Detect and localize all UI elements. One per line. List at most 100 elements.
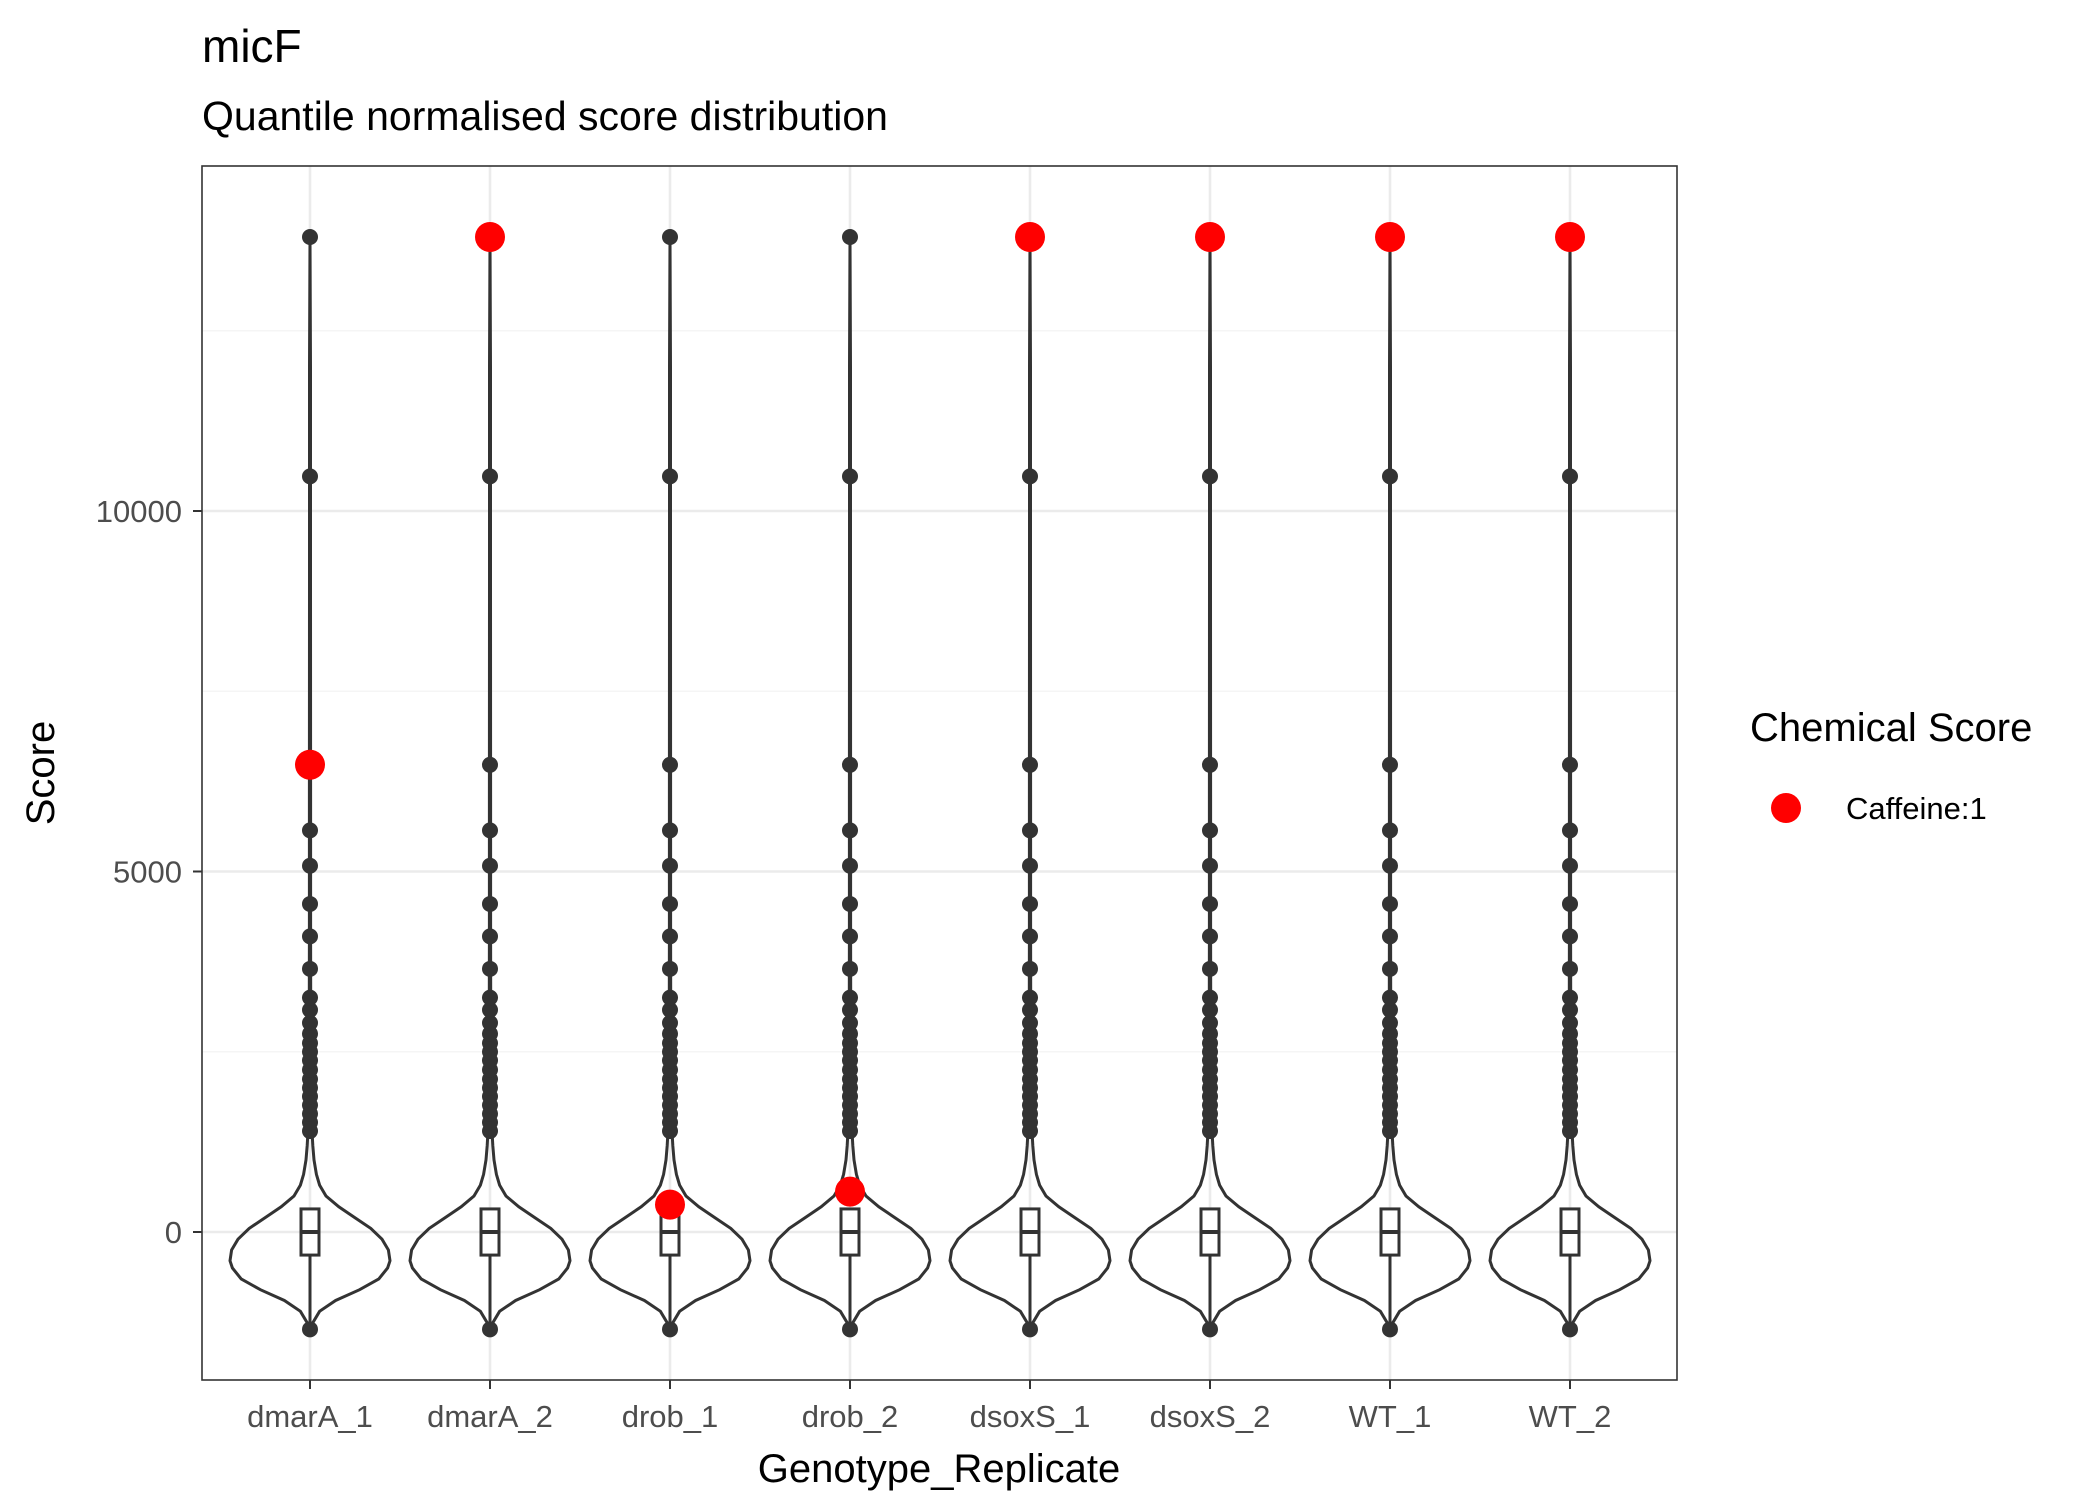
- highlight-point-dsoxS_1: [1015, 222, 1045, 253]
- x-tick-label: drob_2: [802, 1399, 899, 1434]
- outlier-point: [662, 1014, 678, 1031]
- outlier-point: [842, 1001, 858, 1018]
- outlier-point: [302, 1001, 318, 1018]
- outlier-point: [302, 989, 318, 1006]
- outlier-point: [1382, 468, 1398, 485]
- x-tick-label: drob_1: [622, 1399, 719, 1434]
- outlier-point: [1022, 857, 1038, 874]
- outlier-point: [1562, 468, 1578, 485]
- outlier-point: [1202, 1321, 1218, 1338]
- panel-border: [201, 165, 1678, 1381]
- outlier-point: [302, 857, 318, 874]
- outlier-point: [1202, 468, 1218, 485]
- highlight-point-dmarA_2: [475, 222, 505, 253]
- outlier-point: [1562, 895, 1578, 912]
- chart-subtitle: Quantile normalised score distribution: [202, 93, 888, 139]
- legend-key-caffeine: [1771, 793, 1801, 823]
- outlier-point: [482, 960, 498, 977]
- outlier-point: [1202, 857, 1218, 874]
- outlier-point: [1202, 895, 1218, 912]
- outlier-point: [1562, 1014, 1578, 1031]
- outlier-point: [1382, 895, 1398, 912]
- outlier-point: [482, 895, 498, 912]
- x-axis-title: Genotype_Replicate: [758, 1447, 1120, 1491]
- outlier-point: [1202, 1014, 1218, 1031]
- outlier-point: [1022, 1014, 1038, 1031]
- chart-title: micF: [202, 20, 302, 72]
- outlier-point: [1562, 928, 1578, 945]
- highlight-point-drob_1: [655, 1189, 685, 1220]
- outlier-point: [482, 928, 498, 945]
- outlier-point: [842, 928, 858, 945]
- violin-group-drob_1: [588, 229, 752, 1338]
- panel-background: [202, 166, 1677, 1380]
- outlier-point: [1202, 1001, 1218, 1018]
- highlight-points: [295, 222, 1585, 1220]
- outlier-point: [662, 960, 678, 977]
- outlier-point: [842, 1014, 858, 1031]
- y-tick-label: 5000: [113, 855, 182, 890]
- outlier-point: [1382, 1321, 1398, 1338]
- outlier-point: [662, 1321, 678, 1338]
- outlier-point: [482, 1014, 498, 1031]
- outlier-point: [482, 989, 498, 1006]
- outlier-point: [1382, 1014, 1398, 1031]
- outlier-point: [482, 1321, 498, 1338]
- outlier-point: [1382, 756, 1398, 773]
- outlier-point: [1202, 960, 1218, 977]
- outlier-point: [1022, 756, 1038, 773]
- outlier-point: [842, 1321, 858, 1338]
- outlier-point: [662, 857, 678, 874]
- highlight-point-drob_2: [835, 1176, 865, 1207]
- y-axis-title: Score: [19, 721, 63, 826]
- x-axis: dmarA_1 dmarA_2 drob_1 drob_2 dsoxS_1 dsoxS_2…: [247, 1380, 1611, 1434]
- outlier-point: [302, 1014, 318, 1031]
- x-tick-label: dmarA_2: [427, 1399, 553, 1434]
- outlier-point: [1382, 989, 1398, 1006]
- outlier-point: [482, 468, 498, 485]
- outlier-point: [1382, 822, 1398, 839]
- outlier-point: [1202, 928, 1218, 945]
- outlier-point: [1562, 960, 1578, 977]
- outlier-point: [1562, 1001, 1578, 1018]
- outlier-point: [1022, 1001, 1038, 1018]
- outlier-point: [1382, 1001, 1398, 1018]
- outlier-point: [1202, 756, 1218, 773]
- outlier-point: [662, 1001, 678, 1018]
- violin-group-drob_2: [768, 229, 932, 1338]
- outlier-point: [302, 822, 318, 839]
- x-tick-label: WT_2: [1529, 1399, 1612, 1434]
- outlier-point: [1022, 960, 1038, 977]
- outlier-point: [842, 229, 858, 246]
- outlier-point: [842, 857, 858, 874]
- y-tick-label: 0: [165, 1215, 182, 1250]
- outlier-point: [1562, 756, 1578, 773]
- outlier-point: [302, 229, 318, 246]
- outlier-point: [1202, 822, 1218, 839]
- outlier-point: [1022, 1321, 1038, 1338]
- outlier-point: [662, 989, 678, 1006]
- outlier-point: [662, 895, 678, 912]
- outlier-point: [482, 756, 498, 773]
- outlier-point: [1022, 895, 1038, 912]
- outlier-point: [302, 928, 318, 945]
- outlier-point: [842, 822, 858, 839]
- outlier-point: [1022, 822, 1038, 839]
- highlight-point-WT_1: [1375, 222, 1405, 253]
- outlier-point: [482, 1001, 498, 1018]
- outlier-point: [1562, 857, 1578, 874]
- highlight-point-dmarA_1: [295, 749, 325, 780]
- outlier-point: [842, 895, 858, 912]
- legend: Chemical Score Caffeine:1: [1750, 706, 2032, 826]
- outlier-point: [662, 468, 678, 485]
- outlier-point: [302, 895, 318, 912]
- outlier-point: [662, 756, 678, 773]
- outlier-point: [302, 468, 318, 485]
- y-axis: 0 5000 10000: [96, 494, 202, 1250]
- outlier-point: [1022, 928, 1038, 945]
- outlier-point: [842, 756, 858, 773]
- x-tick-label: WT_1: [1349, 1399, 1432, 1434]
- outlier-point: [1022, 989, 1038, 1006]
- outlier-point: [1382, 857, 1398, 874]
